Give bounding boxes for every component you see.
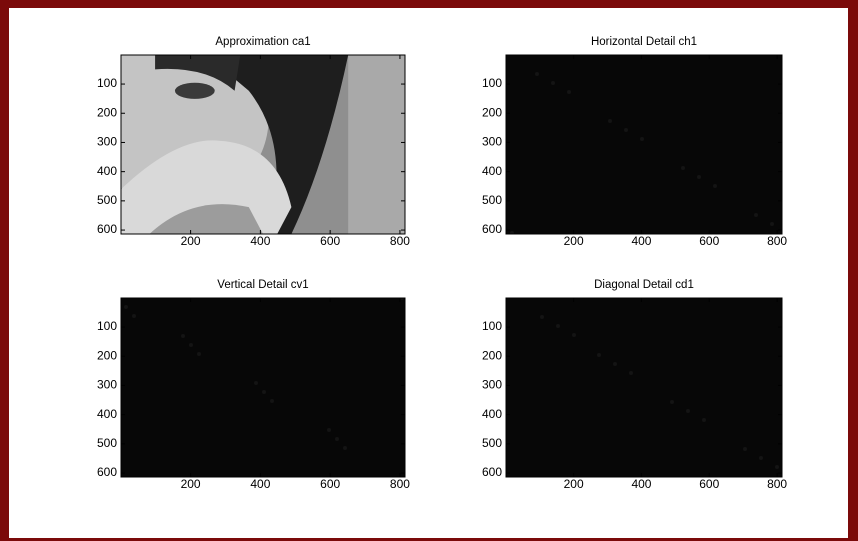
- y-tick-label: 200: [482, 105, 502, 119]
- y-tick-label: 600: [97, 222, 117, 236]
- speck: [770, 222, 774, 226]
- y-tick-label: 400: [482, 407, 502, 421]
- speck: [702, 418, 706, 422]
- speck: [181, 334, 185, 338]
- speck: [759, 456, 763, 460]
- y-tick-label: 500: [482, 193, 502, 207]
- speck: [640, 137, 644, 141]
- x-tick-label: 800: [390, 477, 410, 491]
- y-tick-label: 200: [97, 105, 117, 119]
- subplot-title: Approximation ca1: [215, 36, 310, 48]
- x-tick-label: 200: [181, 477, 201, 491]
- coefficient-image: [506, 55, 782, 234]
- x-tick-label: 400: [250, 477, 270, 491]
- speck: [775, 465, 779, 469]
- subplot-title: Diagonal Detail cd1: [594, 279, 694, 291]
- y-tick-label: 100: [97, 76, 117, 90]
- subplot-title: Vertical Detail cv1: [217, 279, 308, 291]
- y-tick-label: 400: [97, 164, 117, 178]
- speck: [686, 409, 690, 413]
- y-tick-label: 100: [97, 319, 117, 333]
- page: {"chart_data": [ {"type": "image", "titl…: [0, 0, 858, 541]
- subplot-title: Horizontal Detail ch1: [591, 36, 697, 48]
- y-tick-label: 400: [97, 407, 117, 421]
- speck: [608, 119, 612, 123]
- y-tick-label: 300: [97, 135, 117, 149]
- y-tick-label: 600: [482, 222, 502, 236]
- speck: [254, 381, 258, 385]
- x-tick-label: 800: [767, 234, 787, 248]
- image: [87, 28, 405, 234]
- y-tick-label: 200: [482, 348, 502, 362]
- eye: [175, 83, 215, 99]
- x-tick-label: 400: [631, 234, 651, 248]
- y-tick-label: 300: [482, 135, 502, 149]
- y-tick-label: 300: [482, 378, 502, 392]
- y-tick-label: 500: [97, 436, 117, 450]
- speck: [535, 72, 539, 76]
- speck: [572, 333, 576, 337]
- x-tick-label: 400: [250, 234, 270, 248]
- speck: [681, 166, 685, 170]
- speck: [743, 447, 747, 451]
- photo-right: [348, 55, 405, 234]
- y-tick-label: 300: [97, 378, 117, 392]
- coefficient-image: [121, 298, 405, 477]
- y-tick-label: 400: [482, 164, 502, 178]
- y-tick-label: 500: [482, 436, 502, 450]
- x-tick-label: 400: [631, 477, 651, 491]
- speck: [697, 175, 701, 179]
- x-tick-label: 800: [390, 234, 410, 248]
- speck: [670, 400, 674, 404]
- speck: [629, 371, 633, 375]
- speck: [132, 314, 136, 318]
- speck: [597, 353, 601, 357]
- speck: [567, 90, 571, 94]
- x-tick-label: 600: [320, 234, 340, 248]
- coefficient-image: [506, 298, 782, 477]
- speck: [343, 446, 347, 450]
- x-tick-label: 600: [699, 234, 719, 248]
- y-tick-label: 100: [482, 76, 502, 90]
- speck: [613, 362, 617, 366]
- image: [121, 296, 405, 477]
- speck: [540, 315, 544, 319]
- x-tick-label: 200: [181, 234, 201, 248]
- speck: [327, 428, 331, 432]
- x-tick-label: 200: [564, 234, 584, 248]
- image: [506, 55, 782, 235]
- y-tick-label: 500: [97, 193, 117, 207]
- speck: [197, 352, 201, 356]
- speck: [624, 128, 628, 132]
- speck: [335, 437, 339, 441]
- x-tick-label: 200: [564, 477, 584, 491]
- speck: [189, 343, 193, 347]
- y-tick-label: 600: [97, 465, 117, 479]
- x-tick-label: 600: [699, 477, 719, 491]
- speck: [551, 81, 555, 85]
- figure: Approximation ca1 200 400 600 800 100 200 300 40…: [0, 0, 858, 541]
- image: [506, 298, 782, 477]
- speck: [262, 390, 266, 394]
- x-tick-label: 600: [320, 477, 340, 491]
- y-tick-label: 100: [482, 319, 502, 333]
- speck: [713, 184, 717, 188]
- y-tick-label: 600: [482, 465, 502, 479]
- speck: [270, 399, 274, 403]
- speck: [556, 324, 560, 328]
- speck: [754, 213, 758, 217]
- y-tick-label: 200: [97, 348, 117, 362]
- speck: [124, 305, 128, 309]
- x-tick-label: 800: [767, 477, 787, 491]
